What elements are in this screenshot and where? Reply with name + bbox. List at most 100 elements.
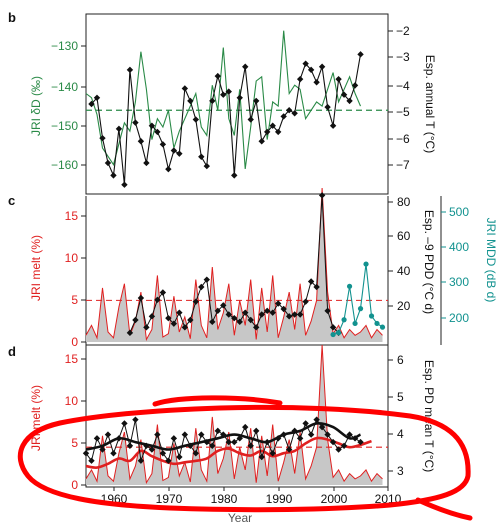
panel-d-temperature-marker [99,446,106,453]
panel-c-pdd-marker [209,318,216,326]
panel-c-pdd-marker [302,298,309,305]
panel-c-right-tick-label-2: 300 [449,275,469,289]
panel-c-pdd-marker [132,316,139,324]
panel-d-temperature-marker [242,423,249,431]
red-oval-stroke [17,404,471,513]
panel-d-temperature-marker [214,427,221,435]
panel-d-left-axis-label: JRI melt (%) [29,385,43,451]
panel-b-temperature-marker [187,97,194,105]
panel-d-melt-line [85,344,383,485]
panel-b-temperature-marker [159,141,167,148]
panel-b-temperature-marker [247,116,254,123]
panel-d-temperature-marker [137,457,145,464]
panel-c-pdd-marker [307,278,315,285]
panel-c-series [85,187,388,342]
panel-b-temperature-marker [346,97,353,105]
panel-b-jri-dd-line [85,30,362,169]
panel-b-temperature-marker [318,63,326,70]
panel-b-left-tick-label: −150 [51,119,78,133]
panel-b-temperature-marker [357,51,364,58]
panel-b-right-tick-label: −7 [396,158,410,172]
panel-c-pdd-marker [313,283,320,291]
panel-b-temperature-marker [126,66,134,74]
panel-d-temperature-marker [335,446,342,453]
panel-d-temperature-marker [307,431,315,438]
panel-d-right-tick-label: 6 [397,353,404,367]
panel-c-right-tick-label: 40 [397,264,411,278]
panel-d-temperature-marker [148,446,156,453]
panel-c-pdd-marker [274,300,282,307]
panel-c-mdd-marker [374,320,380,327]
panel-b: −130 −140 −150 −160 −2 −3 −4 −5 −6 −7 JR… [29,13,437,195]
panel-b-temperature-marker [93,94,101,101]
panel-b-temperature-marker [209,97,216,105]
panel-b-frame [85,13,389,195]
panel-d-frame [85,344,389,488]
panel-b-temperature-marker [242,63,249,70]
panel-b-temperature-marker [340,91,348,98]
panel-d-left-tick-label: 15 [65,352,79,366]
panel-b-temperature-marker [154,128,161,136]
panel-b-temperature-marker [115,125,123,133]
panel-d-x-tick-label: 1970 [156,492,183,506]
panel-c-pdd-marker [280,305,287,313]
panel-b-temperature-marker [225,88,232,95]
panel-c-pdd-marker [176,309,183,316]
red-freehand-annotation [17,395,473,521]
panel-c-pdd-marker [318,192,326,199]
panel-d-temperature-marker [154,431,161,438]
panel-b-right-tick-label: −3 [396,50,410,64]
panel-d-temperature-marker [318,423,326,431]
panel-c-right-tick-label: 80 [397,195,411,209]
panel-b-temperature-marker [110,172,117,179]
panel-c-pdd-marker [165,314,172,322]
panel-d-temperature-marker [165,457,172,464]
panel-d-temperature-marker [121,420,128,427]
panel-d-melt-smoothed-line [85,436,372,469]
panel-c-mdd-marker [335,330,342,336]
panel-b-temperature-marker [165,165,172,173]
panel-d-temperature-marker [285,446,293,453]
panel-c-right-ticks-2: 200 300 400 500 [441,205,469,325]
panel-b-temperature-marker [176,150,183,157]
panel-c-left-axis-label: JRI melt (%) [29,235,43,301]
panel-d-left-tick-label: 0 [71,478,78,492]
panel-d-temperature-marker [88,457,95,464]
panel-b-temperature-marker [264,128,271,136]
panel-c-left-tick-label: 0 [71,335,78,349]
red-oval-overlap-stroke [152,395,283,407]
panel-d-temperature-marker [253,427,260,435]
panel-c-right-tick-label: 20 [397,299,411,313]
panel-c-left-tick-label: 15 [65,209,79,223]
panel-d-temperature-marker [176,453,183,461]
panel-d-right-tick-label: 4 [397,427,404,441]
panel-d-x-axis-label: Year [228,511,252,525]
panel-b-temperature-marker [198,153,205,160]
panel-c-pdd-marker [170,320,178,327]
panel-d-temperature-marker [247,442,254,449]
panel-b-temperature-marker [351,82,359,89]
panel-c-left-tick-label: 10 [65,251,79,265]
panel-b-temperature-marker [220,91,227,98]
panel-b-left-axis-label: JRI δD (‰) [29,76,43,136]
panel-c-pdd-marker [324,307,331,315]
panel-b-temperature-marker [192,116,200,123]
panel-b-temperature-marker [253,97,260,105]
panel-d-temperature-marker [269,450,276,457]
panel-b-temperature-marker [143,159,150,167]
panel-d-temperature-marker [104,431,112,438]
panel-b-temperature-marker [236,94,243,101]
panel-d-left-ticks: 0 5 10 15 [65,352,86,492]
panel-c-right-tick-label-2: 500 [449,205,469,219]
panel-c-mdd-marker [363,261,369,267]
panel-d-temperature-marker [324,431,331,438]
panel-c-pdd-marker [296,311,304,318]
panel-b-temperature-marker [181,85,189,92]
panel-b-temperature-marker [104,159,112,167]
panel-d-left-tick-label: 10 [65,394,79,408]
panel-d-temperature-marker [170,435,178,442]
panel-b-temperature-marker [274,128,282,136]
panel-b-right-tick-label: −5 [396,105,410,119]
panel-c-mdd-marker [341,317,347,323]
panel-b-temperature-marker [335,75,342,83]
